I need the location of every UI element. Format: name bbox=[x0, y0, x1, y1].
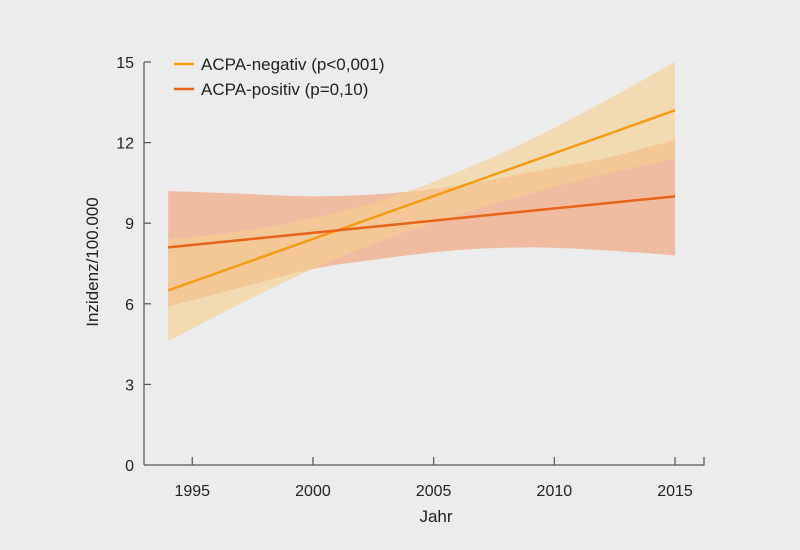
y-tick-label: 6 bbox=[125, 297, 134, 314]
x-tick-label: 2005 bbox=[416, 483, 452, 500]
trend-lines bbox=[167, 109, 676, 292]
legend: ACPA-negativ (p<0,001) ACPA-positiv (p=0… bbox=[174, 55, 384, 99]
x-tick-label: 2015 bbox=[657, 483, 693, 500]
confidence-bands bbox=[168, 62, 676, 342]
trend-line-acpa-negativ-p-0-001 bbox=[167, 109, 676, 292]
x-axis-line bbox=[144, 457, 705, 466]
x-tick-label: 2000 bbox=[295, 483, 331, 500]
x-ticks: 1995 2000 2005 2010 2015 bbox=[174, 457, 693, 500]
x-tick-label: 2010 bbox=[537, 483, 573, 500]
y-tick-label: 0 bbox=[125, 458, 134, 475]
legend-label-acpa-positiv: ACPA-positiv (p=0,10) bbox=[201, 80, 368, 99]
y-tick-label: 15 bbox=[116, 55, 134, 72]
y-axis-title: Inzidenz/100.000 bbox=[83, 197, 102, 327]
x-tick-label: 1995 bbox=[174, 483, 210, 500]
legend-label-acpa-negativ: ACPA-negativ (p<0,001) bbox=[201, 55, 384, 74]
y-tick-label: 9 bbox=[125, 216, 134, 233]
trend-line-acpa-positiv-p-0-10 bbox=[168, 195, 676, 249]
y-tick-label: 3 bbox=[125, 377, 134, 394]
y-ticks: 0 3 6 9 12 15 bbox=[116, 55, 151, 475]
x-axis-title: Jahr bbox=[419, 507, 452, 526]
axes bbox=[143, 62, 705, 466]
ci-band-acpa-negativ-p-0-001 bbox=[168, 62, 676, 342]
y-tick-label: 12 bbox=[116, 136, 134, 153]
